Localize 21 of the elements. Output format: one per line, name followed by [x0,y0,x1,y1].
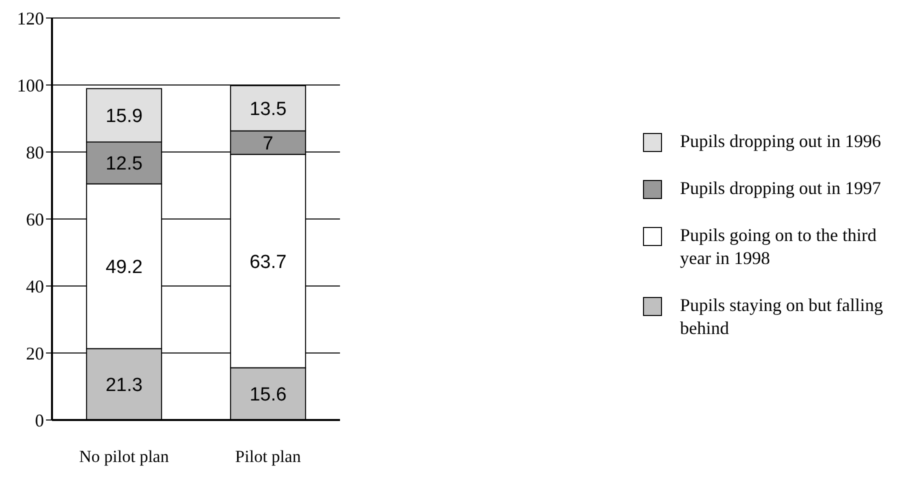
data-label: 21.3 [106,375,143,396]
y-tick-label: 40 [26,276,44,296]
y-tick-label: 20 [26,343,44,364]
x-tick-label: Pilot plan [235,447,302,466]
y-tick-label: 0 [35,410,44,430]
y-tick-label: 100 [17,75,44,96]
legend-label: Pupils staying on but falling behind [680,294,884,340]
data-label: 49.2 [106,256,143,278]
data-label: 63.7 [250,252,287,273]
y-tick-label: 80 [26,142,44,162]
x-tick-label: No pilot plan [79,447,170,466]
y-tick-label: 120 [17,8,44,28]
data-label: 15.6 [250,384,287,406]
data-label: 13.5 [250,99,287,120]
data-label: 7 [262,133,274,154]
legend-label: Pupils going on to the third year in 1998 [680,224,878,270]
y-tick-label: 60 [26,209,44,230]
legend-label: Pupils dropping out in 1997 [680,176,882,200]
legend-label: Pupils dropping out in 1996 [680,130,882,152]
data-label: 15.9 [106,106,143,128]
data-label: 12.5 [106,154,143,175]
